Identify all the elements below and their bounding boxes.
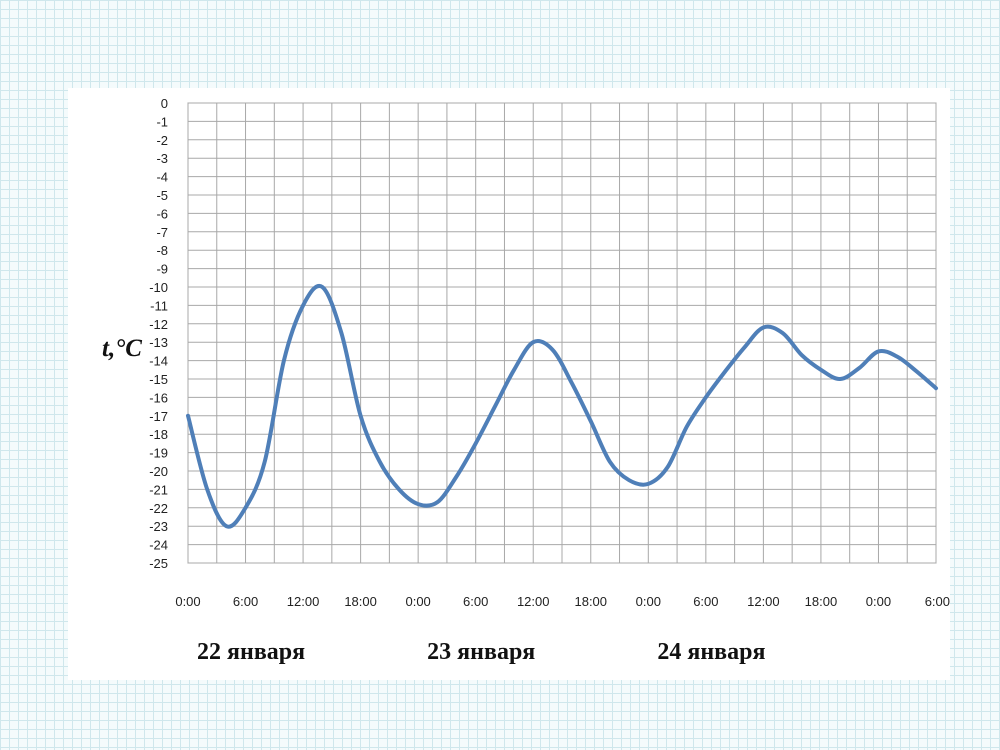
x-tick-label: 6:00 <box>693 594 718 609</box>
y-tick-label: -25 <box>149 556 168 571</box>
x-tick-label: 12:00 <box>517 594 550 609</box>
temperature-chart: 0 -1 -2 -3 -4 -5 -6 -7 -8 -9 -10 -11 -12 -13 -14 -15 -16… <box>102 96 950 665</box>
y-tick-label: -14 <box>149 354 168 369</box>
y-tick-label: -15 <box>149 372 168 387</box>
y-tick-label: -18 <box>149 427 168 442</box>
day-label: 23 января <box>427 639 535 665</box>
x-tick-label: 0:00 <box>636 594 661 609</box>
y-tick-label: -8 <box>156 243 168 258</box>
day-labels: 22 января 23 января 24 января <box>197 639 765 665</box>
y-tick-label: -16 <box>149 390 168 405</box>
y-tick-label: -11 <box>150 298 168 313</box>
grid <box>187 102 937 564</box>
y-tick-label: -21 <box>149 482 168 497</box>
x-tick-labels: 0:00 6:00 12:00 18:00 0:00 6:00 12:00 18:00 0:00… <box>175 594 950 609</box>
y-tick-label: -7 <box>156 225 168 240</box>
x-tick-label: 12:00 <box>287 594 320 609</box>
x-tick-label: 18:00 <box>805 594 838 609</box>
y-tick-label: -1 <box>156 114 168 129</box>
y-tick-label: -12 <box>149 317 168 332</box>
chart-panel: 0 -1 -2 -3 -4 -5 -6 -7 -8 -9 -10 -11 -12 -13 -14 -15 -16… <box>68 88 950 680</box>
y-tick-label: -10 <box>149 280 168 295</box>
y-tick-label: -20 <box>149 464 168 479</box>
y-tick-label: -19 <box>149 446 168 461</box>
day-label: 24 января <box>657 639 765 665</box>
y-tick-label: -23 <box>149 519 168 534</box>
x-tick-label: 0:00 <box>866 594 891 609</box>
x-tick-label: 6:00 <box>925 594 950 609</box>
x-tick-label: 0:00 <box>175 594 200 609</box>
y-tick-labels: 0 -1 -2 -3 -4 -5 -6 -7 -8 -9 -10 -11 -12 -13 -14 -15 -16… <box>149 96 168 571</box>
y-tick-label: -17 <box>149 409 168 424</box>
y-tick-label: -22 <box>149 501 168 516</box>
y-tick-label: -2 <box>156 133 168 148</box>
x-tick-label: 6:00 <box>233 594 258 609</box>
y-tick-label: 0 <box>161 96 168 111</box>
x-tick-label: 0:00 <box>405 594 430 609</box>
x-tick-label: 6:00 <box>463 594 488 609</box>
temperature-line <box>186 283 938 529</box>
y-axis-label: t,°C <box>102 335 142 362</box>
x-tick-label: 18:00 <box>344 594 377 609</box>
y-tick-label: -13 <box>149 335 168 350</box>
y-tick-label: -24 <box>149 538 168 553</box>
day-label: 22 января <box>197 639 305 665</box>
y-tick-label: -3 <box>156 151 168 166</box>
y-tick-label: -5 <box>156 188 168 203</box>
x-tick-label: 12:00 <box>747 594 780 609</box>
x-tick-label: 18:00 <box>574 594 607 609</box>
y-tick-label: -9 <box>156 262 168 277</box>
y-tick-label: -6 <box>156 206 168 221</box>
y-tick-label: -4 <box>156 170 168 185</box>
